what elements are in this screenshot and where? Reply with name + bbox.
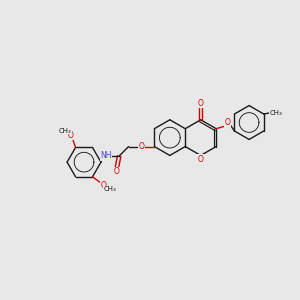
Text: NH: NH (100, 152, 112, 160)
Text: CH₃: CH₃ (270, 110, 283, 116)
Text: CH₃: CH₃ (103, 186, 116, 192)
Text: O: O (100, 181, 106, 190)
Text: O: O (198, 99, 204, 108)
Text: O: O (114, 167, 120, 176)
Text: O: O (68, 131, 73, 140)
Text: O: O (224, 118, 230, 127)
Text: O: O (198, 155, 204, 164)
Text: CH₃: CH₃ (58, 128, 71, 134)
Text: O: O (139, 142, 144, 151)
